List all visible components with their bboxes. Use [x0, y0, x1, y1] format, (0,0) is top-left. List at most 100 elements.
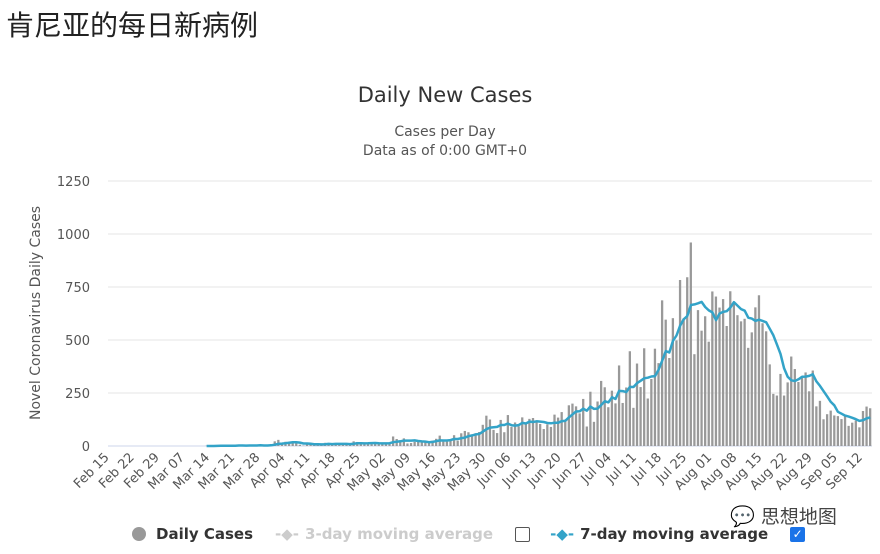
bar-daily-cases[interactable]: [409, 443, 413, 446]
checkbox-7day[interactable]: ✓: [790, 526, 806, 542]
bar-daily-cases[interactable]: [384, 443, 388, 446]
bar-daily-cases[interactable]: [707, 341, 710, 446]
bar-daily-cases[interactable]: [686, 277, 689, 446]
bar-daily-cases[interactable]: [481, 424, 484, 446]
bar-daily-cases[interactable]: [664, 319, 667, 446]
bar-daily-cases[interactable]: [574, 406, 578, 446]
bar-daily-cases[interactable]: [413, 441, 416, 446]
bar-daily-cases[interactable]: [657, 363, 660, 446]
bar-daily-cases[interactable]: [607, 407, 610, 446]
bar-daily-cases[interactable]: [366, 443, 370, 446]
bar-daily-cases[interactable]: [614, 403, 617, 446]
bar-daily-cases[interactable]: [643, 348, 646, 446]
bar-daily-cases[interactable]: [764, 331, 768, 446]
bar-daily-cases[interactable]: [790, 356, 793, 446]
bar-daily-cases[interactable]: [578, 413, 581, 446]
bar-daily-cases[interactable]: [761, 323, 764, 446]
bar-daily-cases[interactable]: [603, 387, 606, 446]
bar-daily-cases[interactable]: [521, 417, 524, 446]
bar-daily-cases[interactable]: [861, 411, 865, 446]
bar-daily-cases[interactable]: [869, 408, 872, 446]
bar-daily-cases[interactable]: [775, 395, 779, 446]
bar-daily-cases[interactable]: [811, 370, 814, 446]
bar-daily-cases[interactable]: [535, 422, 538, 446]
bar-daily-cases[interactable]: [668, 358, 671, 446]
bar-daily-cases[interactable]: [768, 364, 771, 446]
bar-daily-cases[interactable]: [571, 403, 574, 446]
bar-daily-cases[interactable]: [388, 443, 391, 446]
bar-daily-cases[interactable]: [295, 443, 298, 446]
bar-daily-cases[interactable]: [757, 295, 761, 446]
bar-daily-cases[interactable]: [363, 444, 366, 446]
bar-daily-cases[interactable]: [804, 372, 807, 446]
bar-daily-cases[interactable]: [513, 422, 517, 446]
bar-daily-cases[interactable]: [718, 307, 721, 446]
bar-daily-cases[interactable]: [456, 440, 459, 446]
bar-daily-cases[interactable]: [625, 387, 628, 446]
bar-daily-cases[interactable]: [818, 400, 822, 446]
bar-daily-cases[interactable]: [377, 443, 380, 446]
bar-daily-cases[interactable]: [646, 398, 649, 446]
bar-daily-cases[interactable]: [729, 291, 732, 446]
bar-daily-cases[interactable]: [431, 440, 434, 446]
bar-daily-cases[interactable]: [632, 407, 635, 446]
bar-daily-cases[interactable]: [402, 438, 406, 446]
bar-daily-cases[interactable]: [808, 391, 811, 446]
bar-daily-cases[interactable]: [556, 417, 560, 446]
bar-daily-cases[interactable]: [474, 433, 477, 446]
line-7day-average[interactable]: [206, 300, 871, 448]
bar-daily-cases[interactable]: [338, 444, 341, 446]
bar-daily-cases[interactable]: [510, 426, 513, 446]
bar-daily-cases[interactable]: [671, 318, 675, 446]
bar-daily-cases[interactable]: [506, 415, 510, 446]
bar-daily-cases[interactable]: [291, 442, 294, 446]
bar-daily-cases[interactable]: [478, 432, 481, 446]
bar-daily-cases[interactable]: [854, 420, 857, 446]
bar-daily-cases[interactable]: [582, 398, 585, 446]
bar-daily-cases[interactable]: [772, 393, 775, 446]
bar-daily-cases[interactable]: [739, 321, 743, 446]
legend-daily-cases[interactable]: Daily Cases: [132, 525, 253, 543]
bar-daily-cases[interactable]: [754, 307, 757, 446]
bar-daily-cases[interactable]: [696, 310, 700, 446]
bar-daily-cases[interactable]: [427, 442, 431, 446]
bar-daily-cases[interactable]: [546, 424, 549, 446]
bar-daily-cases[interactable]: [800, 377, 804, 446]
bar-daily-cases[interactable]: [797, 381, 800, 446]
bar-daily-cases[interactable]: [298, 444, 301, 446]
bar-daily-cases[interactable]: [452, 435, 456, 446]
bar-daily-cases[interactable]: [843, 414, 847, 446]
legend-7day-average[interactable]: -◆- 7-day moving average: [550, 525, 769, 543]
bar-daily-cases[interactable]: [399, 440, 402, 446]
bar-daily-cases[interactable]: [539, 423, 542, 446]
bar-daily-cases[interactable]: [492, 429, 495, 446]
bar-daily-cases[interactable]: [445, 441, 449, 446]
bar-daily-cases[interactable]: [635, 363, 639, 446]
checkbox-3day[interactable]: [515, 526, 531, 542]
bar-daily-cases[interactable]: [442, 441, 445, 446]
bar-daily-cases[interactable]: [560, 412, 563, 446]
bar-daily-cases[interactable]: [531, 418, 535, 446]
bar-daily-cases[interactable]: [345, 444, 348, 446]
bar-daily-cases[interactable]: [467, 432, 470, 446]
bar-daily-cases[interactable]: [858, 427, 861, 446]
bar-daily-cases[interactable]: [567, 405, 571, 446]
bar-daily-cases[interactable]: [865, 406, 868, 446]
bar-daily-cases[interactable]: [420, 441, 423, 446]
bar-daily-cases[interactable]: [628, 351, 631, 446]
bar-daily-cases[interactable]: [549, 426, 553, 446]
bar-daily-cases[interactable]: [528, 418, 531, 446]
bar-daily-cases[interactable]: [714, 296, 718, 446]
bar-daily-cases[interactable]: [700, 330, 703, 446]
bar-daily-cases[interactable]: [485, 415, 488, 446]
bar-daily-cases[interactable]: [851, 422, 854, 446]
bar-daily-cases[interactable]: [836, 416, 840, 446]
bar-daily-cases[interactable]: [793, 369, 796, 446]
bar-daily-cases[interactable]: [287, 442, 291, 446]
bar-daily-cases[interactable]: [564, 420, 567, 446]
bar-daily-cases[interactable]: [406, 443, 409, 446]
bar-daily-cases[interactable]: [639, 387, 642, 446]
bar-daily-cases[interactable]: [693, 354, 696, 446]
bar-daily-cases[interactable]: [786, 382, 789, 446]
bar-daily-cases[interactable]: [599, 380, 603, 446]
